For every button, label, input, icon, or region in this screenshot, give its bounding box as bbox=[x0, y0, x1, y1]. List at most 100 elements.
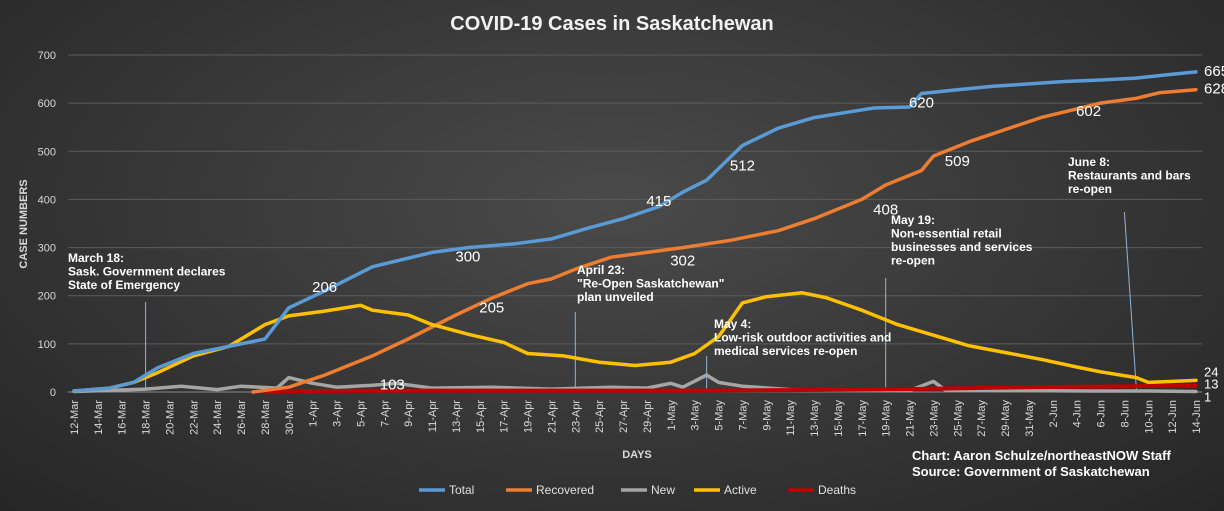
x-tick-label: 16-Mar bbox=[117, 400, 129, 435]
data-label-total: 512 bbox=[730, 158, 755, 175]
annotation-text: April 23: bbox=[577, 263, 625, 277]
x-tick-label: 17-Apr bbox=[499, 400, 511, 433]
annotation-text: May 4: bbox=[714, 317, 751, 331]
x-tick-label: 14-Mar bbox=[93, 400, 105, 435]
x-tick-label: 12-Mar bbox=[69, 400, 81, 435]
legend-label-deaths: Deaths bbox=[818, 483, 856, 497]
chart-credit: Chart: Aaron Schulze/northeastNOW Staff bbox=[912, 448, 1171, 463]
data-label-total: 300 bbox=[455, 249, 480, 266]
y-tick-label: 0 bbox=[50, 387, 56, 399]
y-tick-label: 500 bbox=[38, 146, 56, 158]
annotation-text: "Re-Open Saskatchewan" bbox=[577, 277, 724, 291]
x-tick-label: 9-Apr bbox=[403, 400, 415, 427]
data-label-total: 665 bbox=[1204, 63, 1224, 80]
x-tick-label: 7-Apr bbox=[379, 400, 391, 427]
data-label-active: 206 bbox=[312, 279, 337, 296]
x-axis-title: DAYS bbox=[622, 449, 652, 461]
x-tick-label: 31-May bbox=[1024, 400, 1036, 437]
legend-label-recovered: Recovered bbox=[536, 483, 594, 497]
annotation-text: medical services re-open bbox=[714, 344, 857, 358]
x-tick-label: 21-May bbox=[905, 400, 917, 437]
series-line-recovered bbox=[251, 87, 1198, 394]
data-label-recovered: 602 bbox=[1076, 103, 1101, 120]
annotation-text: June 8: bbox=[1068, 155, 1110, 169]
y-tick-label: 200 bbox=[38, 291, 56, 303]
x-tick-label: 3-May bbox=[690, 400, 702, 431]
x-tick-label: 5-Apr bbox=[355, 400, 367, 427]
series-line-new bbox=[72, 373, 1198, 394]
data-label-active: 24 bbox=[1204, 364, 1218, 379]
x-tick-label: 27-May bbox=[976, 400, 988, 437]
x-tick-label: 19-Apr bbox=[523, 400, 535, 433]
x-tick-label: 20-Mar bbox=[164, 400, 176, 435]
x-tick-label: 29-Apr bbox=[642, 400, 654, 433]
annotation-text: businesses and services bbox=[891, 240, 1033, 254]
x-tick-label: 26-Mar bbox=[236, 400, 248, 435]
annotation-text: re-open bbox=[891, 254, 935, 268]
x-tick-label: 21-Apr bbox=[546, 400, 558, 433]
annotation-text: May 19: bbox=[891, 213, 935, 227]
x-tick-label: 17-May bbox=[857, 400, 869, 437]
x-tick-label: 18-Mar bbox=[141, 400, 153, 435]
data-label-new: 1 bbox=[1204, 390, 1211, 405]
x-tick-label: 29-May bbox=[1000, 400, 1012, 437]
x-tick-label: 3-Apr bbox=[332, 400, 344, 427]
x-tick-label: 15-May bbox=[833, 400, 845, 437]
annotation-text: Low-risk outdoor activities and bbox=[714, 331, 891, 345]
x-tick-label: 1-Apr bbox=[308, 400, 320, 427]
x-tick-label: 25-Apr bbox=[594, 400, 606, 433]
y-tick-label: 700 bbox=[38, 50, 56, 62]
data-label-deaths: 13 bbox=[1204, 377, 1218, 392]
annotation-text: State of Emergency bbox=[68, 278, 180, 292]
data-label-recovered: 628 bbox=[1204, 81, 1224, 98]
x-tick-label: 13-May bbox=[809, 400, 821, 437]
annotation-text: re-open bbox=[1068, 182, 1112, 196]
x-tick-label: 11-May bbox=[785, 400, 797, 436]
annotation-text: Sask. Government declares bbox=[68, 265, 226, 279]
annotation-text: plan unveiled bbox=[577, 290, 654, 304]
y-tick-label: 400 bbox=[38, 194, 56, 206]
data-label-total: 415 bbox=[646, 193, 671, 210]
x-tick-label: 27-Apr bbox=[618, 400, 630, 433]
x-tick-label: 12-Jun bbox=[1167, 400, 1179, 434]
annotation-text: Restaurants and bars bbox=[1068, 169, 1191, 183]
x-tick-label: 23-May bbox=[928, 400, 940, 437]
x-tick-label: 7-May bbox=[737, 400, 749, 431]
x-tick-label: 4-Jun bbox=[1072, 400, 1084, 428]
series-line-active bbox=[72, 291, 1198, 393]
x-tick-label: 2-Jun bbox=[1048, 400, 1060, 428]
x-tick-label: 25-May bbox=[952, 400, 964, 437]
x-tick-label: 15-Apr bbox=[475, 400, 487, 433]
x-tick-label: 28-Mar bbox=[260, 400, 272, 435]
legend-label-total: Total bbox=[449, 483, 474, 497]
x-tick-label: 23-Apr bbox=[570, 400, 582, 433]
annotation-text: Non-essential retail bbox=[891, 227, 1002, 241]
legend-label-new: New bbox=[651, 483, 675, 497]
x-tick-label: 9-May bbox=[761, 400, 773, 431]
x-tick-label: 14-Jun bbox=[1191, 400, 1203, 434]
x-tick-label: 30-Mar bbox=[284, 400, 296, 435]
data-label-recovered: 408 bbox=[873, 202, 898, 219]
y-tick-label: 100 bbox=[38, 339, 56, 351]
x-tick-label: 1-May bbox=[666, 400, 678, 431]
annotation-leader-line bbox=[1123, 211, 1137, 391]
data-label-recovered: 509 bbox=[945, 153, 970, 170]
x-tick-label: 8-Jun bbox=[1119, 400, 1131, 428]
x-tick-label: 19-May bbox=[881, 400, 893, 437]
data-label-recovered: 205 bbox=[479, 299, 504, 316]
y-tick-label: 600 bbox=[38, 98, 56, 110]
legend-label-active: Active bbox=[724, 483, 757, 497]
data-label-total: 620 bbox=[909, 95, 934, 112]
chart-credit: Source: Government of Saskatchewan bbox=[912, 464, 1150, 479]
series-line-total bbox=[72, 70, 1198, 393]
annotation-text: March 18: bbox=[68, 251, 124, 265]
y-axis-title: CASE NUMBERS bbox=[18, 179, 30, 268]
y-tick-label: 300 bbox=[38, 243, 56, 255]
x-tick-label: 5-May bbox=[714, 400, 726, 431]
data-label-active: 103 bbox=[380, 376, 405, 393]
x-tick-label: 24-Mar bbox=[212, 400, 224, 435]
x-tick-label: 13-Apr bbox=[451, 400, 463, 433]
series-line-deaths bbox=[263, 383, 1198, 394]
